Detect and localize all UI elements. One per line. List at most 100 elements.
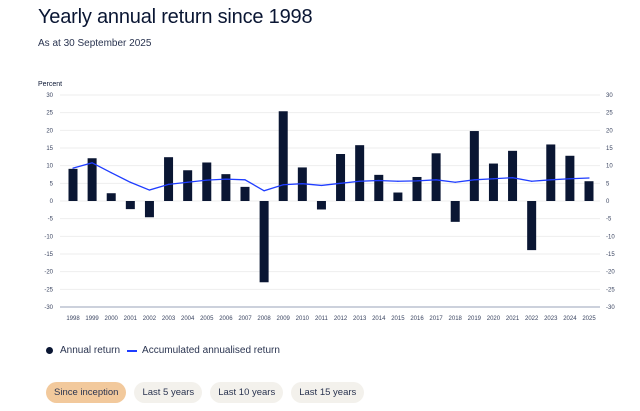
y-tick-label-left: 0 — [50, 199, 54, 205]
line-point-2010 — [301, 183, 303, 185]
x-tick-label: 2013 — [353, 316, 367, 322]
x-tick-label: 2017 — [429, 316, 443, 322]
x-tick-label: 2006 — [219, 316, 233, 322]
x-tick-label: 2021 — [506, 316, 520, 322]
x-tick-label: 2018 — [449, 316, 463, 322]
x-tick-label: 2015 — [391, 316, 405, 322]
line-point-2022 — [531, 180, 533, 182]
bar-2015 — [393, 192, 403, 201]
line-point-2002 — [148, 189, 151, 191]
x-tick-label: 2023 — [544, 316, 558, 322]
line-point-2017 — [435, 179, 437, 181]
y-tick-label-left: -25 — [44, 287, 53, 293]
x-tick-label: 2007 — [238, 316, 252, 322]
bar-2004 — [183, 170, 193, 201]
bar-1998 — [68, 168, 78, 201]
x-tick-label: 2009 — [277, 316, 291, 322]
since-inception-button[interactable]: Since inception — [46, 382, 127, 403]
bar-2013 — [355, 145, 365, 201]
bar-2020 — [488, 163, 498, 201]
y-tick-label-right: 30 — [606, 93, 613, 99]
line-point-1998 — [72, 167, 74, 169]
bar-2023 — [546, 144, 556, 201]
line-point-2023 — [550, 179, 552, 181]
bar-2011 — [316, 201, 326, 210]
line-point-2001 — [129, 181, 131, 183]
line-point-2003 — [167, 183, 170, 185]
period-selector: Since inception Last 5 years Last 10 yea… — [46, 382, 365, 403]
x-tick-label: 2016 — [410, 316, 424, 322]
bar-2005 — [202, 162, 212, 201]
y-tick-label-right: 25 — [606, 111, 613, 117]
bar-2002 — [144, 201, 154, 218]
y-tick-label-right: -30 — [606, 305, 615, 311]
line-point-2024 — [569, 178, 571, 180]
y-tick-label-right: 20 — [606, 128, 613, 134]
y-tick-label-right: -15 — [606, 252, 615, 258]
last-15-years-button[interactable]: Last 15 years — [291, 382, 365, 403]
bar-2025 — [584, 181, 594, 201]
x-tick-label: 2019 — [468, 316, 482, 322]
x-tick-label: 1998 — [66, 316, 80, 322]
line-point-2000 — [110, 172, 112, 174]
y-tick-label-left: 25 — [46, 111, 53, 117]
line-point-2004 — [187, 181, 189, 183]
y-tick-label-right: -5 — [606, 217, 612, 223]
y-tick-label-left: -20 — [44, 270, 53, 276]
annual-return-legend-marker — [46, 347, 53, 354]
y-tick-label-left: -15 — [44, 252, 53, 258]
as-at-date: As at 30 September 2025 — [38, 38, 152, 49]
bar-2009 — [278, 111, 288, 201]
line-point-2025 — [588, 177, 590, 179]
y-tick-label-right: 0 — [606, 199, 610, 205]
bar-2021 — [508, 150, 518, 201]
line-point-2014 — [378, 179, 380, 182]
line-point-1999 — [91, 162, 93, 164]
bar-2014 — [374, 174, 384, 201]
bar-2003 — [164, 157, 174, 201]
y-tick-label-right: 15 — [606, 146, 613, 152]
x-tick-label: 2000 — [105, 316, 119, 322]
bar-2001 — [125, 201, 135, 210]
bar-2016 — [412, 176, 422, 201]
x-tick-label: 2010 — [296, 316, 310, 322]
bar-2017 — [431, 153, 441, 201]
line-point-2021 — [511, 177, 514, 179]
line-point-2018 — [454, 181, 456, 183]
y-tick-label-left: 15 — [46, 146, 53, 152]
x-tick-label: 2022 — [525, 316, 539, 322]
y-tick-label-right: 10 — [606, 164, 613, 170]
line-point-2019 — [473, 179, 475, 181]
page-title: Yearly annual return since 1998 — [38, 6, 313, 28]
last-10-years-button[interactable]: Last 10 years — [210, 382, 284, 403]
bar-2019 — [469, 131, 479, 201]
y-tick-label-right: 5 — [606, 181, 610, 187]
y-tick-label-left: -30 — [44, 305, 53, 311]
line-point-2005 — [206, 179, 208, 181]
y-tick-label-right: -20 — [606, 270, 615, 276]
line-point-2012 — [339, 182, 342, 184]
legend-accumulated-return: Accumulated annualised return — [142, 345, 280, 356]
line-point-2020 — [492, 178, 495, 180]
y-axis-label: Percent — [38, 81, 62, 88]
bar-1999 — [87, 158, 97, 201]
x-tick-label: 2024 — [563, 316, 577, 322]
line-point-2006 — [225, 178, 227, 180]
last-5-years-button[interactable]: Last 5 years — [134, 382, 203, 403]
x-tick-label: 2005 — [200, 316, 214, 322]
line-point-2013 — [359, 180, 361, 182]
x-tick-label: 2014 — [372, 316, 386, 322]
y-tick-label-left: 30 — [46, 93, 53, 99]
accumulated-return-legend-marker — [127, 349, 138, 352]
line-point-2015 — [397, 180, 399, 182]
x-tick-label: 2008 — [257, 316, 271, 322]
bar-2018 — [450, 201, 460, 222]
line-point-2011 — [320, 184, 323, 187]
line-point-2007 — [244, 179, 246, 181]
y-tick-label-right: -25 — [606, 287, 615, 293]
x-tick-label: 2011 — [315, 316, 329, 322]
y-tick-label-left: -10 — [44, 234, 53, 240]
y-tick-label-left: 20 — [46, 128, 53, 134]
x-tick-label: 2001 — [124, 316, 138, 322]
x-tick-label: 2020 — [487, 316, 501, 322]
